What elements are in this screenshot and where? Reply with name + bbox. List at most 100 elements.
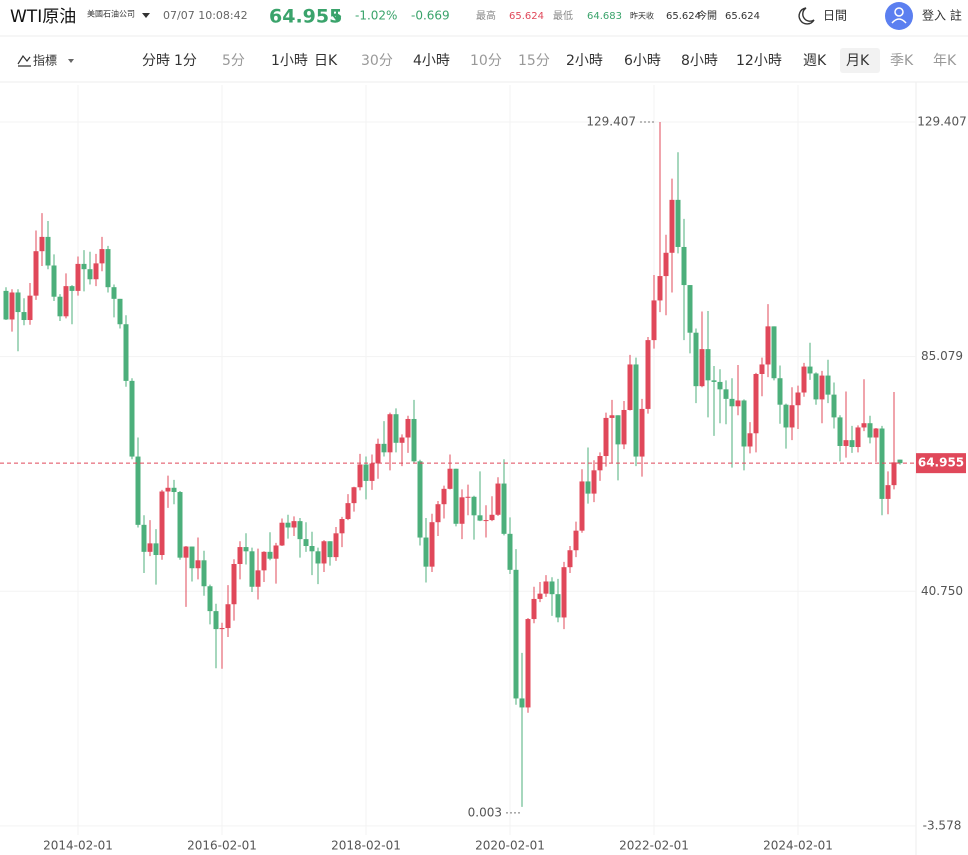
candle-body [735, 400, 741, 407]
candle-body [3, 290, 9, 320]
indicator-button[interactable]: 指標 [33, 53, 57, 68]
candle-body [111, 287, 117, 299]
candle-body [51, 265, 57, 297]
timeframe-tab[interactable]: 1小時 [271, 53, 308, 69]
timeframe-tab[interactable]: 5分 [222, 53, 245, 69]
timeframe-tab[interactable]: 15分 [518, 53, 550, 69]
timeframe-tab[interactable]: 2小時 [566, 53, 603, 69]
candle-body [633, 364, 639, 457]
candle-body [489, 514, 495, 521]
candle-body [663, 252, 669, 277]
candles [3, 122, 903, 807]
timeframe-tab[interactable]: 日K [314, 53, 338, 69]
candle-body [675, 199, 681, 247]
avatar-icon [894, 7, 904, 17]
timeframe-tab[interactable]: 10分 [470, 53, 502, 69]
candle-body [729, 398, 735, 407]
timeframe-tab[interactable]: 30分 [361, 53, 393, 69]
candle-body [651, 300, 657, 341]
candle-body [657, 276, 663, 301]
y-tick-label: -3.578 [923, 818, 962, 832]
candle-body [693, 332, 699, 387]
high-label: 最高 [476, 9, 496, 22]
candle-body [867, 423, 873, 438]
candle-body [543, 581, 549, 594]
candle-body [387, 414, 393, 453]
candle-body [153, 543, 159, 556]
x-tick-label: 2016-02-01 [187, 839, 257, 853]
candle-body [609, 415, 615, 418]
candle-body [783, 404, 789, 428]
candle-body [603, 417, 609, 457]
timeframe-tab[interactable]: 季K [890, 53, 914, 69]
candle-body [561, 567, 567, 618]
candle-body [741, 400, 747, 447]
candle-body [429, 522, 435, 567]
candle-body [63, 286, 69, 317]
timeframe-tab[interactable]: 4小時 [413, 53, 450, 69]
timeframe-tab[interactable]: 12小時 [736, 53, 782, 69]
timeframe-tab[interactable]: 年K [933, 53, 957, 69]
x-tick-label: 2020-02-01 [475, 839, 545, 853]
candle-body [699, 349, 705, 387]
candle-body [621, 409, 627, 445]
candle-body [831, 394, 837, 418]
candle-body [513, 569, 519, 699]
timeframe-tab[interactable]: 月K [846, 53, 870, 69]
candle-body [711, 380, 717, 382]
candle-body [267, 551, 273, 559]
candle-body [495, 483, 501, 515]
max-label: 129.407 [586, 115, 636, 129]
candle-body [669, 199, 675, 253]
y-tick-label: 40.750 [921, 584, 963, 598]
candle-body [237, 547, 243, 565]
candle-body [435, 504, 441, 523]
timeframe-tab[interactable]: 8小時 [681, 53, 718, 69]
x-tick-label: 2018-02-01 [331, 839, 401, 853]
candle-body [849, 440, 855, 448]
candle-body [789, 405, 795, 428]
candle-body [369, 463, 375, 481]
theme-icon[interactable] [798, 7, 815, 25]
candle-body [285, 522, 291, 528]
prev-close-value: 65.624 [666, 11, 701, 22]
prev-close-label: 昨天收 [630, 11, 654, 21]
candle-body [333, 533, 339, 558]
x-tick-label: 2014-02-01 [43, 839, 113, 853]
candle-body [723, 389, 729, 399]
candle-body [123, 324, 129, 381]
candle-body [297, 521, 303, 540]
candle-body [339, 519, 345, 534]
candle-body [357, 464, 363, 488]
candle-body [321, 541, 327, 564]
candle-body [555, 594, 561, 618]
last-price: 64.955 [269, 6, 342, 28]
x-tick-label: 2022-02-01 [619, 839, 689, 853]
last-price-label: 64.955 [918, 456, 964, 470]
timeframe-tab[interactable]: 分時 [142, 53, 170, 69]
candle-body [807, 366, 813, 374]
candle-body [201, 560, 207, 587]
timeframe-tab[interactable]: 1分 [174, 53, 197, 69]
quote-time: 07/07 10:08:42 [163, 9, 248, 22]
theme-toggle[interactable]: 日間 [823, 9, 847, 23]
timeframe-tab[interactable]: 6小時 [624, 53, 661, 69]
candle-body [687, 285, 693, 333]
candle-body [249, 551, 255, 587]
high-value: 65.624 [509, 11, 544, 22]
login-button[interactable]: 登入 註 [922, 8, 962, 23]
candle-body [279, 522, 285, 546]
candle-body [597, 456, 603, 471]
candle-body [381, 443, 387, 453]
candle-body [885, 485, 891, 499]
x-tick-label: 2024-02-01 [763, 839, 833, 853]
candle-body [465, 496, 471, 498]
timeframe-tab[interactable]: 週K [803, 53, 827, 69]
candle-body [225, 604, 231, 629]
candle-body [483, 520, 489, 522]
candle-body [105, 249, 111, 288]
candle-body [393, 414, 399, 443]
indicator-dropdown[interactable] [68, 59, 74, 63]
symbol-dropdown[interactable] [142, 13, 150, 18]
candle-body [579, 481, 585, 531]
